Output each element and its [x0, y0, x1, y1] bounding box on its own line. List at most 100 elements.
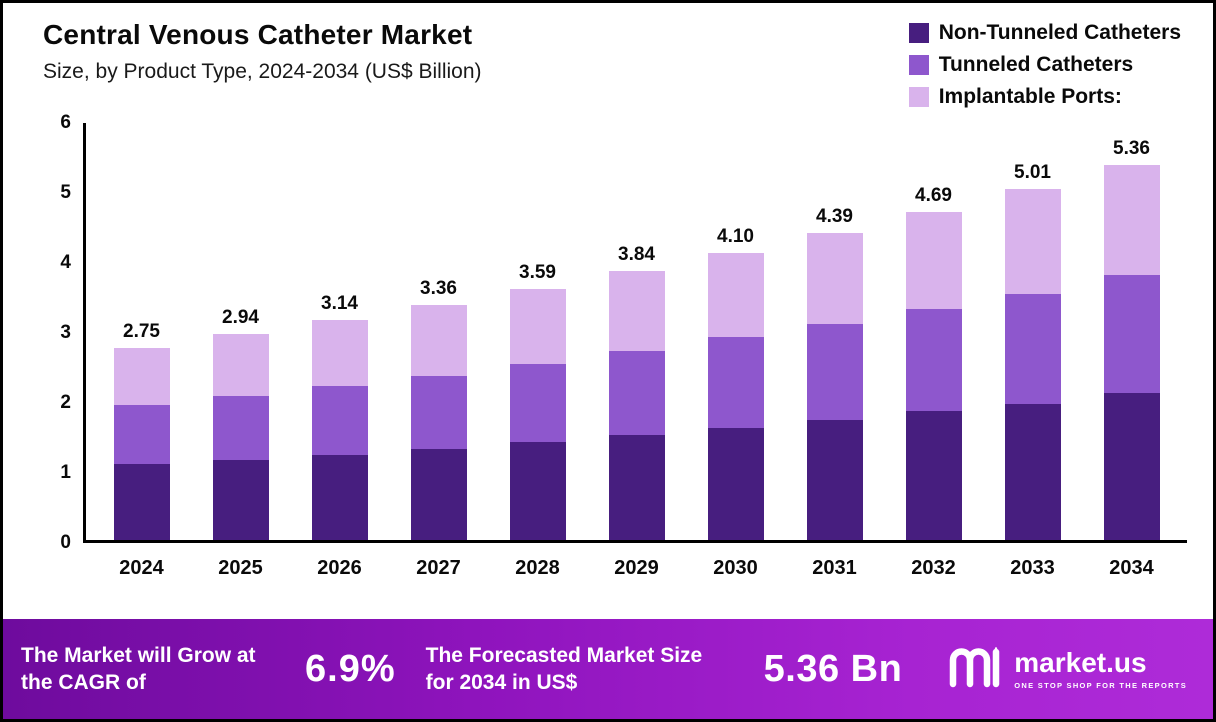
bar-segment-non-tunneled-catheters — [509, 442, 566, 540]
x-axis-label: 2033 — [1010, 557, 1055, 579]
bar-segment-tunneled-catheters — [1004, 293, 1061, 404]
legend-item-tunneled-catheters: Tunneled Catheters — [908, 53, 1181, 77]
chart-panel: Central Venous Catheter Market Size, by … — [3, 3, 1213, 619]
bar-segment-implantable-ports — [509, 288, 566, 364]
bar-total-label: 3.14 — [321, 293, 358, 315]
bar-segment-tunneled-catheters — [113, 404, 170, 465]
bar-segment-non-tunneled-catheters — [1004, 403, 1061, 540]
y-tick-label: 2 — [60, 392, 71, 413]
bar-segment-implantable-ports — [1004, 189, 1061, 294]
titles: Central Venous Catheter Market Size, by … — [43, 19, 482, 84]
bar-column-2034: 5.36 — [1082, 139, 1181, 540]
bar-segment-implantable-ports — [806, 232, 863, 325]
cagr-label: The Market will Grow at the CAGR of — [21, 643, 256, 694]
x-axis-label: 2026 — [317, 557, 362, 579]
brand-tagline: ONE STOP SHOP FOR THE REPORTS — [1014, 680, 1187, 690]
stacked-bar — [410, 304, 467, 540]
stacked-bar-chart: 0 1 2 3 4 5 6 2.75 2.94 3.14 3.36 3.59 3.84 4.10 4.39… — [43, 113, 1187, 552]
bar-segment-non-tunneled-catheters — [608, 435, 665, 540]
stacked-bar — [806, 232, 863, 540]
chart-subtitle: Size, by Product Type, 2024-2034 (US$ Bi… — [43, 60, 482, 83]
bar-segment-implantable-ports — [707, 253, 764, 337]
bar-segment-implantable-ports — [905, 211, 962, 310]
bar-segment-tunneled-catheters — [806, 324, 863, 420]
bar-segment-implantable-ports — [1103, 164, 1160, 276]
bar-total-label: 5.01 — [1014, 162, 1051, 184]
bar-segment-implantable-ports — [410, 304, 467, 376]
bar-column-2024: 2.75 — [92, 322, 191, 540]
bar-total-label: 5.36 — [1113, 137, 1150, 159]
bar-segment-implantable-ports — [212, 334, 269, 396]
bar-segment-tunneled-catheters — [311, 386, 368, 455]
brand-name: market.us — [1014, 646, 1147, 678]
x-axis-label: 2029 — [614, 557, 659, 579]
plot-area: 2.75 2.94 3.14 3.36 3.59 3.84 4.10 4.39 4.69 5.01… — [83, 123, 1187, 543]
page-title: Central Venous Catheter Market — [43, 19, 473, 50]
stacked-bar — [113, 347, 170, 540]
bar-segment-non-tunneled-catheters — [707, 428, 764, 540]
bar-total-label: 4.10 — [717, 226, 754, 247]
y-tick-label: 3 — [60, 322, 71, 343]
bar-segment-tunneled-catheters — [707, 337, 764, 428]
bar-column-2025: 2.94 — [191, 308, 290, 540]
y-tick-label: 1 — [60, 462, 71, 483]
x-axis-label: 2028 — [515, 557, 560, 579]
y-tick-label: 4 — [60, 252, 71, 273]
stacked-bar — [509, 288, 566, 540]
bar-column-2026: 3.14 — [290, 294, 389, 540]
legend: Non-Tunneled Catheters Tunneled Catheters… — [908, 19, 1187, 109]
legend-item-non-tunneled-catheters: Non-Tunneled Catheters — [908, 21, 1181, 45]
forecast-value: 5.36 Bn — [763, 647, 903, 690]
legend-swatch — [908, 55, 929, 75]
header: Central Venous Catheter Market Size, by … — [43, 19, 1187, 109]
legend-label: Implantable Ports: — [938, 85, 1122, 108]
bar-column-2033: 5.01 — [983, 163, 1082, 540]
stacked-bar — [1004, 189, 1061, 540]
brand-text: market.us ONE STOP SHOP FOR THE REPORTS — [1014, 646, 1187, 690]
bar-segment-tunneled-catheters — [509, 363, 566, 442]
bar-total-label: 2.94 — [222, 307, 259, 329]
bar-column-2029: 3.84 — [587, 245, 686, 540]
bar-segment-non-tunneled-catheters — [212, 459, 269, 540]
legend-label: Non-Tunneled Catheters — [938, 21, 1181, 44]
bar-segment-implantable-ports — [608, 271, 665, 351]
bar-segment-non-tunneled-catheters — [410, 449, 467, 540]
y-tick-label: 5 — [60, 182, 71, 203]
bar-column-2032: 4.69 — [884, 186, 983, 540]
y-axis: 0 1 2 3 4 5 6 — [43, 113, 83, 552]
bar-segment-implantable-ports — [311, 320, 368, 387]
marketus-logo-icon — [946, 644, 1004, 695]
bar-segment-implantable-ports — [113, 347, 170, 405]
bar-segment-non-tunneled-catheters — [806, 419, 863, 540]
bar-segment-tunneled-catheters — [608, 351, 665, 435]
bar-column-2027: 3.36 — [389, 279, 488, 540]
bar-segment-non-tunneled-catheters — [1103, 393, 1160, 540]
bar-segment-non-tunneled-catheters — [113, 464, 170, 540]
bar-segment-tunneled-catheters — [410, 375, 467, 449]
bar-column-2030: 4.10 — [686, 227, 785, 540]
y-tick-label: 6 — [60, 112, 71, 133]
bar-total-label: 4.39 — [816, 205, 853, 227]
x-axis-label: 2030 — [713, 557, 758, 579]
stacked-bar — [707, 253, 764, 540]
footer-banner: The Market will Grow at the CAGR of 6.9%… — [3, 619, 1213, 719]
bar-total-label: 4.69 — [915, 184, 952, 206]
legend-item-implantable-ports: Implantable Ports: — [908, 85, 1181, 109]
stacked-bar — [212, 334, 269, 540]
x-axis-label: 2034 — [1109, 557, 1154, 579]
x-axis-label: 2025 — [218, 557, 263, 579]
stacked-bar — [608, 271, 665, 540]
bar-total-label: 3.59 — [519, 261, 556, 283]
stacked-bar — [905, 211, 962, 540]
legend-label: Tunneled Catheters — [938, 53, 1134, 76]
x-axis-label: 2032 — [911, 557, 956, 579]
legend-swatch — [908, 23, 929, 43]
bar-segment-tunneled-catheters — [905, 309, 962, 412]
x-axis-label: 2024 — [119, 557, 164, 579]
bar-total-label: 2.75 — [123, 320, 160, 342]
stacked-bar — [1103, 164, 1160, 540]
legend-swatch — [908, 87, 929, 107]
brand: market.us ONE STOP SHOP FOR THE REPORTS — [946, 644, 1187, 695]
bar-segment-non-tunneled-catheters — [905, 411, 962, 540]
